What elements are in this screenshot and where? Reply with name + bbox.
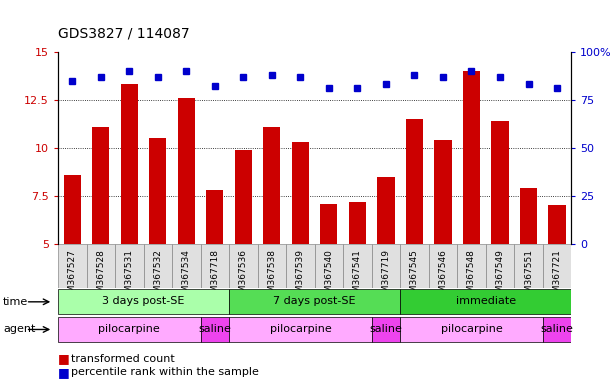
Bar <box>371 244 400 288</box>
Text: GSM367536: GSM367536 <box>239 249 248 304</box>
Text: GSM367532: GSM367532 <box>153 249 163 304</box>
Bar <box>400 244 429 288</box>
Bar <box>514 244 543 288</box>
Text: saline: saline <box>199 324 232 334</box>
Text: GSM367538: GSM367538 <box>268 249 276 304</box>
Bar <box>286 244 315 288</box>
Text: GSM367528: GSM367528 <box>97 249 105 304</box>
Bar <box>229 244 258 288</box>
Bar <box>172 244 200 288</box>
Bar <box>87 244 115 288</box>
Bar <box>315 244 343 288</box>
Text: ■: ■ <box>58 366 70 379</box>
Text: GSM367721: GSM367721 <box>552 249 562 304</box>
Bar <box>378 177 395 244</box>
Text: pilocarpine: pilocarpine <box>269 324 331 334</box>
Bar <box>543 244 571 288</box>
Bar <box>520 188 537 244</box>
Bar <box>400 290 571 314</box>
Text: GSM367545: GSM367545 <box>410 249 419 304</box>
Text: saline: saline <box>370 324 403 334</box>
Bar <box>292 142 309 244</box>
Text: percentile rank within the sample: percentile rank within the sample <box>71 367 259 377</box>
Bar <box>229 317 371 342</box>
Bar <box>543 317 571 342</box>
Bar <box>320 204 337 244</box>
Text: time: time <box>3 297 28 307</box>
Bar <box>115 244 144 288</box>
Text: GSM367718: GSM367718 <box>210 249 219 304</box>
Bar <box>263 127 280 244</box>
Bar <box>491 121 508 244</box>
Text: 3 days post-SE: 3 days post-SE <box>103 296 185 306</box>
Text: GSM367539: GSM367539 <box>296 249 305 304</box>
Bar <box>406 119 423 244</box>
Bar <box>229 290 400 314</box>
Text: agent: agent <box>3 324 35 334</box>
Bar <box>58 244 87 288</box>
Text: GSM367546: GSM367546 <box>439 249 447 304</box>
Bar <box>200 317 229 342</box>
Bar <box>400 317 543 342</box>
Text: GSM367531: GSM367531 <box>125 249 134 304</box>
Bar <box>178 98 195 244</box>
Text: GSM367540: GSM367540 <box>324 249 334 304</box>
Text: transformed count: transformed count <box>71 354 175 364</box>
Bar <box>463 71 480 244</box>
Text: GSM367548: GSM367548 <box>467 249 476 304</box>
Bar <box>349 202 366 244</box>
Text: saline: saline <box>541 324 574 334</box>
Bar <box>64 175 81 244</box>
Bar <box>149 138 166 244</box>
Text: GDS3827 / 114087: GDS3827 / 114087 <box>58 26 189 40</box>
Text: pilocarpine: pilocarpine <box>441 324 502 334</box>
Bar <box>258 244 286 288</box>
Bar <box>207 190 224 244</box>
Bar <box>200 244 229 288</box>
Bar <box>434 140 452 244</box>
Bar <box>235 150 252 244</box>
Text: GSM367551: GSM367551 <box>524 249 533 304</box>
Text: GSM367719: GSM367719 <box>381 249 390 304</box>
Text: ■: ■ <box>58 352 70 365</box>
Bar <box>92 127 109 244</box>
Text: 7 days post-SE: 7 days post-SE <box>273 296 356 306</box>
Text: GSM367534: GSM367534 <box>182 249 191 304</box>
Bar <box>371 317 400 342</box>
Bar <box>549 205 566 244</box>
Text: pilocarpine: pilocarpine <box>98 324 160 334</box>
Bar <box>121 84 138 244</box>
Bar <box>486 244 514 288</box>
Text: immediate: immediate <box>456 296 516 306</box>
Text: GSM367527: GSM367527 <box>68 249 77 304</box>
Bar <box>429 244 457 288</box>
Bar <box>58 290 229 314</box>
Bar <box>457 244 486 288</box>
Bar <box>58 317 200 342</box>
Bar <box>343 244 371 288</box>
Bar <box>144 244 172 288</box>
Text: GSM367549: GSM367549 <box>496 249 505 304</box>
Text: GSM367541: GSM367541 <box>353 249 362 304</box>
